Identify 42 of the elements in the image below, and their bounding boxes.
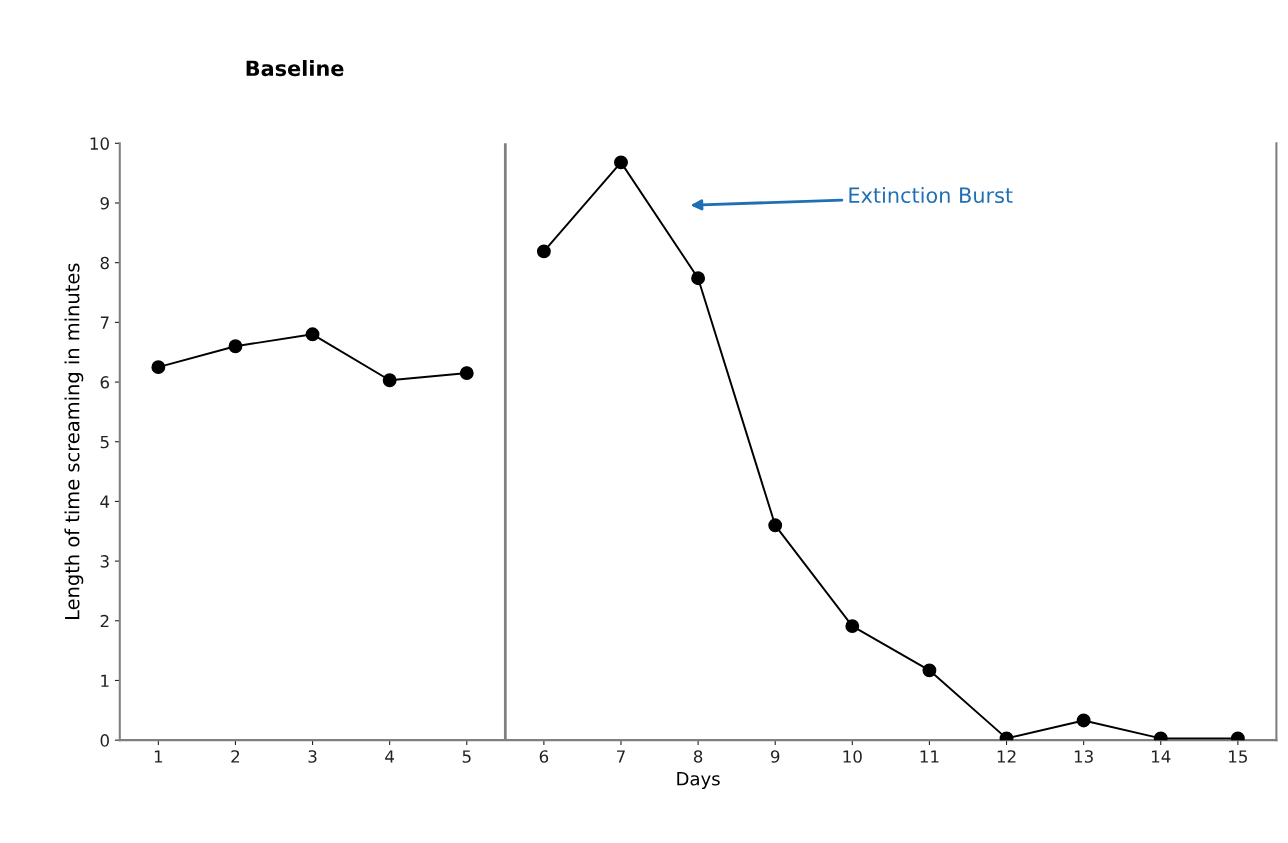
y-tick-label: 1 <box>101 674 109 687</box>
point <box>1076 713 1091 728</box>
y-tick-label: 8 <box>100 256 109 270</box>
point <box>228 339 243 354</box>
point <box>768 518 783 533</box>
point <box>382 373 397 388</box>
x-tick-label: 11 <box>920 750 939 763</box>
x-tick-label: 9 <box>770 750 780 763</box>
annotation: Extinction Burst <box>849 186 1013 204</box>
point <box>536 244 551 259</box>
y-tick-label: 2 <box>100 614 109 628</box>
point <box>614 155 628 170</box>
point <box>922 663 937 678</box>
text: Baseline <box>246 60 344 77</box>
x-tick-label: 3 <box>308 750 317 763</box>
y-tick-label: 10 <box>90 137 109 150</box>
point <box>845 619 860 634</box>
y-tick-label: 0 <box>100 734 109 747</box>
x-tick-label: 15 <box>1229 750 1247 763</box>
x-tick-label: 4 <box>385 750 395 763</box>
x-tick-label: 14 <box>1151 750 1171 763</box>
x-tick-label: 7 <box>617 750 625 763</box>
x-tick-label: 12 <box>997 750 1016 763</box>
y-tick-label: 9 <box>100 196 109 210</box>
x-axis-title: Days <box>677 772 720 790</box>
point <box>459 366 474 381</box>
x-tick-label: 1 <box>154 750 163 763</box>
x-tick-label: 13 <box>1074 750 1093 763</box>
x-tick-label: 6 <box>539 750 549 763</box>
y-tick-label: 6 <box>100 376 110 389</box>
y-tick-label: 5 <box>100 435 109 449</box>
x-tick-label: 10 <box>843 750 862 763</box>
y-tick-label: 7 <box>100 316 109 329</box>
point <box>305 327 320 342</box>
x-tick-label: 5 <box>462 750 471 763</box>
x-tick-label: 2 <box>231 750 240 763</box>
point <box>691 271 706 286</box>
y-axis-title: Length of time screaming in minutes <box>64 263 84 619</box>
y-tick-label: 3 <box>100 555 109 568</box>
y-tick-label: 4 <box>100 495 110 508</box>
point <box>151 360 166 375</box>
x-tick-label: 8 <box>693 750 703 763</box>
